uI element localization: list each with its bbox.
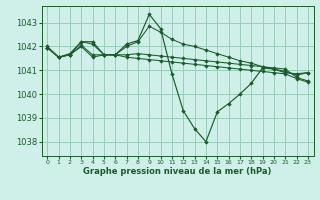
X-axis label: Graphe pression niveau de la mer (hPa): Graphe pression niveau de la mer (hPa) (84, 167, 272, 176)
